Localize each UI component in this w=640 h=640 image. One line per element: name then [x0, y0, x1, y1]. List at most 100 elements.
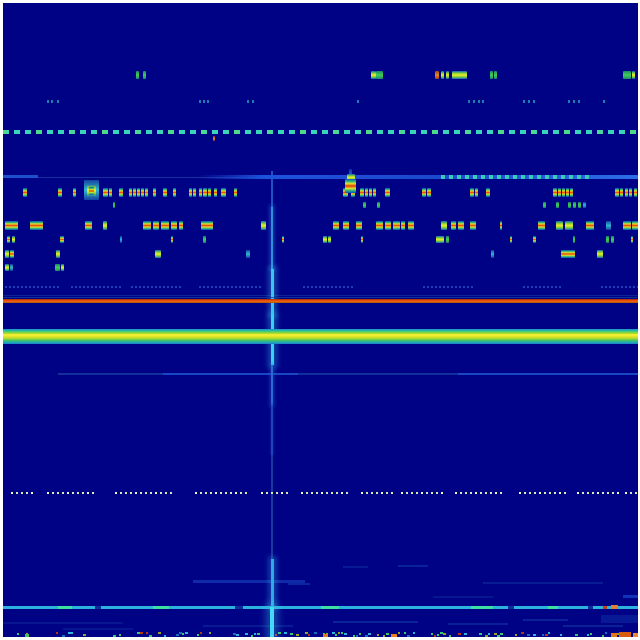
speckle: [443, 633, 446, 635]
dot: [601, 286, 603, 288]
dot: [401, 492, 403, 494]
blob-hot: [153, 221, 159, 230]
dot: [75, 286, 77, 288]
blob-hot: [109, 188, 112, 197]
dot: [470, 492, 472, 494]
blob-warm: [103, 221, 107, 230]
dot: [547, 286, 549, 288]
cyan-line: [3, 606, 638, 609]
dot: [564, 492, 566, 494]
blob-hot: [458, 221, 464, 230]
dot: [460, 492, 462, 494]
blob-hot: [360, 188, 364, 197]
speckle: [233, 633, 236, 635]
speckle-bright: [633, 633, 638, 637]
blob-hot: [214, 188, 217, 197]
dot: [301, 492, 303, 494]
dot: [534, 492, 536, 494]
dot: [519, 492, 521, 494]
blob-hot: [129, 188, 132, 197]
dot: [455, 286, 457, 288]
speckle: [209, 632, 211, 634]
dot: [281, 492, 283, 494]
speckle: [386, 633, 389, 635]
speckle: [290, 633, 293, 635]
dot: [276, 492, 278, 494]
speckle: [62, 635, 65, 637]
speckle: [368, 633, 371, 635]
dot: [467, 286, 469, 288]
dot: [321, 492, 323, 494]
blob-green: [363, 202, 366, 208]
dot: [455, 492, 457, 494]
dot: [607, 492, 609, 494]
vertical-streak-segment: [271, 455, 273, 559]
dashed-line-green-accents: [3, 130, 638, 134]
dot: [573, 100, 575, 103]
dot: [125, 492, 127, 494]
dot: [475, 492, 477, 494]
blob-hot: [23, 188, 27, 197]
dot: [421, 492, 423, 494]
dot: [230, 492, 232, 494]
blob-hot: [234, 188, 237, 197]
blob-hot: [201, 221, 213, 230]
cyan-line-seg-dark: [95, 606, 101, 609]
dot: [175, 286, 177, 288]
dot: [52, 492, 54, 494]
dot: [555, 286, 557, 288]
dot: [77, 492, 79, 494]
speckle: [398, 632, 400, 634]
speckle-bright: [619, 632, 631, 637]
smudge: [448, 623, 508, 625]
dot: [239, 286, 241, 288]
dot: [111, 286, 113, 288]
dot: [62, 492, 64, 494]
vertical-streak-segment: [270, 269, 274, 315]
dot: [115, 492, 117, 494]
speckle-bright: [391, 634, 397, 637]
dot: [605, 286, 607, 288]
blob-green: [578, 202, 581, 208]
blob-warm: [632, 71, 635, 79]
dot: [170, 492, 172, 494]
dot: [478, 100, 480, 103]
dot: [33, 286, 35, 288]
speckle: [356, 635, 358, 637]
cyan-line-seg-red: [603, 606, 607, 609]
dot: [72, 492, 74, 494]
redline-halo: [3, 297, 638, 298]
blob-hot: [632, 221, 638, 230]
dot: [468, 100, 470, 103]
dot: [543, 286, 545, 288]
dot: [210, 492, 212, 494]
speckle: [275, 634, 277, 636]
dot: [431, 286, 433, 288]
dot: [635, 492, 637, 494]
blob-warm: [446, 71, 449, 79]
speckle: [359, 633, 361, 635]
dot: [165, 492, 167, 494]
speckle: [485, 635, 488, 637]
dot: [621, 286, 623, 288]
dot: [592, 492, 594, 494]
blob-warm: [323, 236, 327, 243]
dot: [426, 492, 428, 494]
speckle: [617, 633, 619, 635]
dot: [603, 100, 605, 103]
dot: [147, 286, 149, 288]
dot: [559, 492, 561, 494]
dot: [31, 492, 33, 494]
dot: [179, 286, 181, 288]
blob-warm: [155, 250, 161, 258]
blob-hot: [73, 188, 76, 197]
speckle: [119, 634, 121, 636]
dot: [119, 286, 121, 288]
dot: [150, 492, 152, 494]
dot: [143, 286, 145, 288]
blob-hot: [7, 236, 10, 243]
speckle: [137, 632, 140, 634]
blob-hot: [143, 221, 151, 230]
dot: [559, 286, 561, 288]
blob-hot: [451, 221, 456, 230]
